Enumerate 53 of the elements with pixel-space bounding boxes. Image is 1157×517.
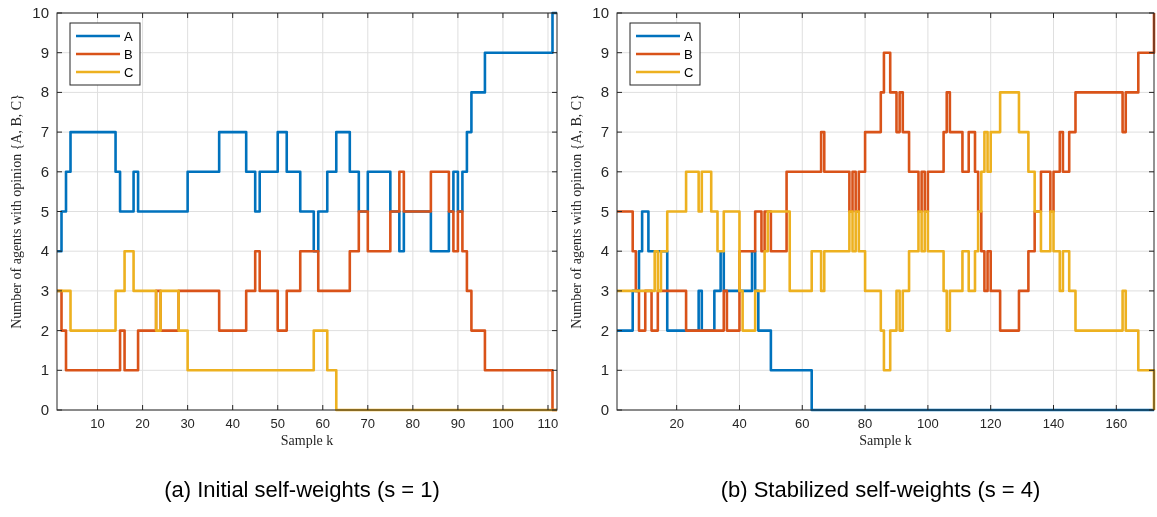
y-tick-label: 0 (600, 401, 609, 418)
y-tick-label: 5 (600, 202, 609, 220)
x-tick-label: 100 (492, 416, 514, 431)
x-tick-label: 50 (270, 416, 285, 431)
x-tick-label: 140 (1042, 416, 1065, 431)
legend-label: A (684, 29, 693, 44)
x-tick-label: 160 (1105, 416, 1128, 431)
x-tick-label: 60 (315, 416, 330, 431)
x-tick-label: 20 (669, 416, 684, 431)
y-tick-label: 2 (40, 321, 49, 339)
y-tick-label: 2 (600, 321, 609, 339)
y-tick-label: 10 (592, 4, 609, 21)
x-tick-label: 110 (537, 416, 559, 431)
y-tick-label: 1 (600, 361, 609, 379)
x-tick-label: 10 (90, 416, 105, 431)
legend-label: B (684, 47, 693, 62)
x-tick-label: 60 (795, 416, 810, 431)
y-tick-label: 6 (40, 162, 49, 180)
y-tick-label: 7 (40, 123, 49, 141)
y-tick-label: 9 (40, 43, 49, 61)
y-tick-label: 1 (40, 361, 49, 379)
x-tick-label: 80 (405, 416, 421, 431)
text: (a) Initial self-weights (s = 1) (164, 477, 440, 502)
x-axis-title: Sample k (859, 433, 912, 448)
y-tick-label: 3 (600, 281, 609, 299)
y-tick-label: 8 (600, 83, 609, 101)
legend-label: A (124, 29, 133, 44)
x-axis-title: Sample k (280, 433, 334, 448)
y-tick-label: 8 (40, 83, 49, 101)
x-tick-label: 80 (857, 416, 873, 431)
y-tick-label: 9 (600, 43, 609, 61)
y-axis-title: Number of agents with opinion {A, B, C} (9, 94, 24, 329)
y-tick-label: 3 (40, 281, 49, 299)
x-tick-label: 90 (450, 416, 466, 431)
y-tick-label: 4 (600, 242, 609, 260)
y-tick-label: 0 (40, 401, 49, 418)
x-tick-label: 40 (732, 416, 747, 431)
legend-label: C (684, 65, 694, 80)
y-tick-label: 10 (32, 4, 49, 21)
x-tick-label: 30 (180, 416, 195, 431)
x-tick-label: 70 (360, 416, 376, 431)
x-tick-label: 120 (979, 416, 1002, 431)
y-axis-title: Number of agents with opinion {A, B, C} (569, 94, 584, 329)
y-tick-label: 6 (600, 162, 609, 180)
x-tick-label: 100 (917, 416, 939, 431)
text: (b) Stabilized self-weights (s = 4) (720, 477, 1041, 502)
legend-label: B (124, 47, 133, 62)
x-tick-label: 20 (135, 416, 150, 431)
y-tick-label: 7 (600, 123, 609, 141)
y-tick-label: 5 (40, 202, 49, 220)
legend-label: C (124, 65, 134, 80)
x-tick-label: 40 (225, 416, 240, 431)
y-tick-label: 4 (40, 242, 49, 260)
